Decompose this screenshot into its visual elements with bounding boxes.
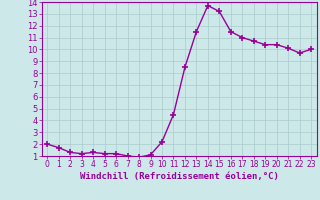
- X-axis label: Windchill (Refroidissement éolien,°C): Windchill (Refroidissement éolien,°C): [80, 172, 279, 181]
